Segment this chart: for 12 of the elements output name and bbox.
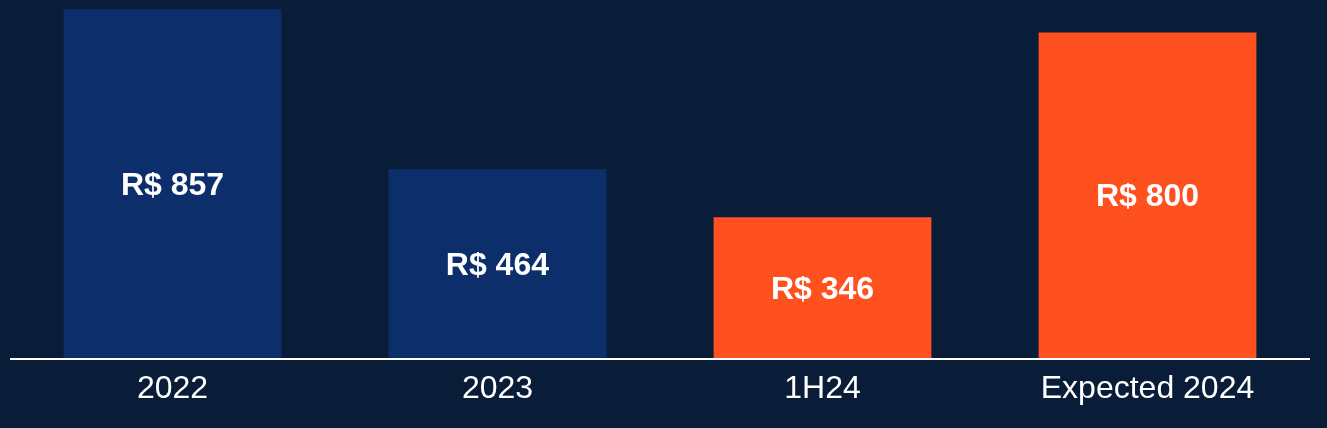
data-label: R$ 464 [445, 245, 550, 282]
x-tick-label: 2023 [461, 369, 534, 406]
bar [1038, 32, 1257, 358]
bar [388, 169, 607, 358]
data-label: R$ 857 [120, 165, 225, 202]
x-tick-label: 1H24 [784, 369, 861, 406]
x-tick-label: 2022 [136, 369, 209, 406]
data-label: R$ 346 [770, 269, 875, 306]
bar [713, 217, 932, 358]
data-label: R$ 800 [1095, 177, 1200, 214]
bar [63, 9, 282, 358]
x-tick-label: Expected 2024 [1040, 369, 1255, 406]
